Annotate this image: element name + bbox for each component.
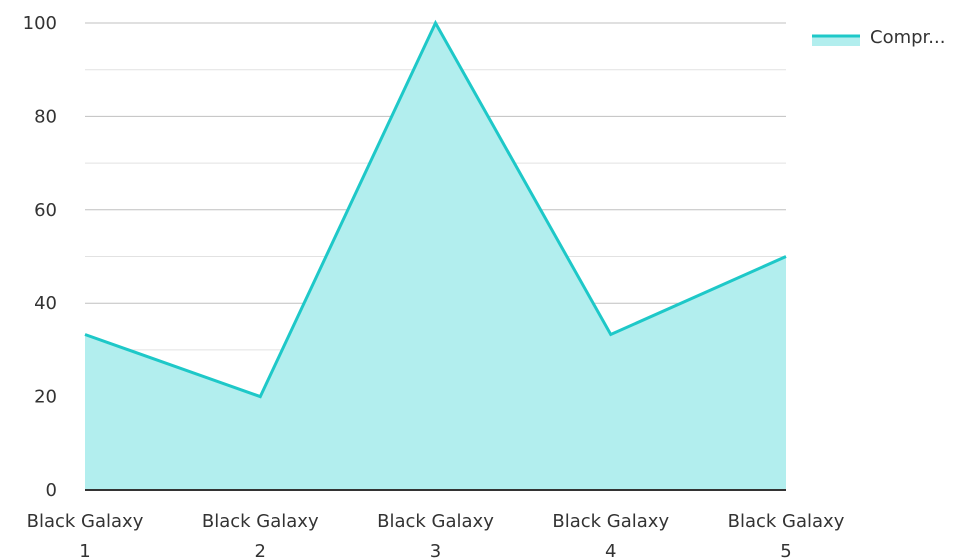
x-tick-label-line: 2 (255, 541, 266, 560)
x-tick-label-line: Black Galaxy (27, 511, 144, 532)
x-tick-label-line: Black Galaxy (728, 511, 845, 532)
series-area-fill (85, 23, 786, 490)
x-tick-label: Black Galaxy 1 (27, 511, 144, 560)
legend-label: Compr... (870, 27, 945, 48)
x-tick-label-line: 3 (430, 541, 441, 560)
x-tick-label: Black Galaxy 4 (552, 511, 669, 560)
y-tick-label: 60 (34, 200, 57, 221)
y-axis-ticks: 0 20 40 60 80 100 (23, 13, 57, 501)
x-tick-label: Black Galaxy 3 (377, 511, 494, 560)
y-tick-label: 100 (23, 13, 57, 34)
x-tick-label: Black Galaxy 2 (202, 511, 319, 560)
y-tick-label: 0 (46, 480, 57, 501)
x-tick-label-line: Black Galaxy (202, 511, 319, 532)
x-tick-label-line: 4 (605, 541, 616, 560)
y-tick-label: 40 (34, 293, 57, 314)
x-tick-label-line: Black Galaxy (552, 511, 669, 532)
series-layer (84, 19, 787, 490)
legend: Compr... (812, 27, 945, 48)
y-tick-label: 20 (34, 387, 57, 408)
legend-swatch-fill (812, 36, 860, 46)
x-tick-label: Black Galaxy 5 (728, 511, 845, 560)
x-tick-label-line: 1 (79, 541, 90, 560)
x-tick-label-line: 5 (780, 541, 791, 560)
y-tick-label: 80 (34, 106, 57, 127)
x-tick-label-line: Black Galaxy (377, 511, 494, 532)
